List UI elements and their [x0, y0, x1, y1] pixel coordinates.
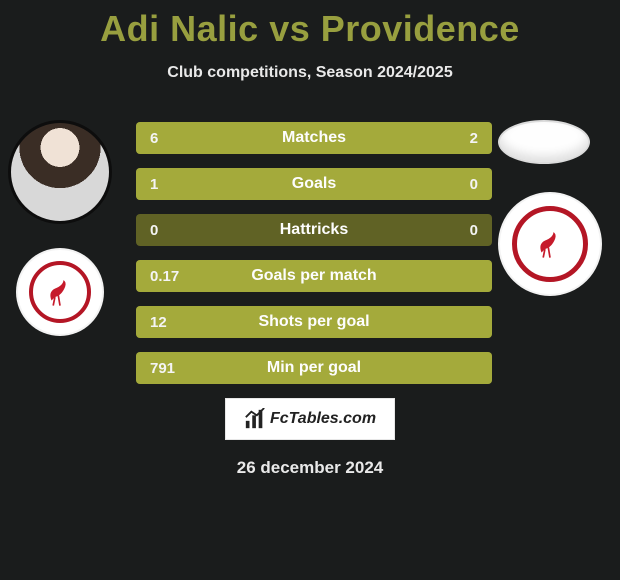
player2-club-badge [500, 194, 600, 294]
flamingo-icon [533, 227, 567, 261]
club-badge-inner [512, 206, 588, 282]
bar-left [136, 352, 492, 384]
comparison-title: Adi Nalic vs Providence [0, 0, 620, 50]
player1-avatar [8, 120, 112, 224]
player1-club-badge [18, 250, 102, 334]
brand-prefix: Fc [270, 410, 289, 427]
stat-row: 62Matches [136, 122, 492, 154]
brand-rest: Tables.com [289, 410, 376, 427]
brand-tag: FcTables.com [225, 398, 395, 440]
value-left: 1 [136, 168, 172, 200]
flamingo-icon [43, 275, 77, 309]
value-left: 0 [136, 214, 172, 246]
date-label: 26 december 2024 [0, 458, 620, 478]
stat-row: 791Min per goal [136, 352, 492, 384]
stat-label: Hattricks [136, 214, 492, 246]
bar-left [136, 122, 403, 154]
comparison-subtitle: Club competitions, Season 2024/2025 [0, 64, 620, 82]
stats-panel: 62Matches10Goals00Hattricks0.17Goals per… [136, 122, 492, 398]
value-left: 791 [136, 352, 189, 384]
stat-row: 0.17Goals per match [136, 260, 492, 292]
value-left: 12 [136, 306, 181, 338]
stat-row: 10Goals [136, 168, 492, 200]
stat-row: 12Shots per goal [136, 306, 492, 338]
value-right: 0 [456, 168, 492, 200]
value-left: 0.17 [136, 260, 193, 292]
left-player-column [8, 120, 128, 334]
stat-row: 0 0Hattricks [136, 214, 492, 246]
bar-left [136, 306, 492, 338]
stats-icon [244, 408, 266, 430]
club-badge-inner [29, 261, 91, 323]
value-right: 0 [456, 214, 492, 246]
value-right: 2 [456, 122, 492, 154]
right-player-column [492, 120, 612, 294]
bar-left [136, 168, 492, 200]
player2-avatar [498, 120, 590, 164]
value-left: 6 [136, 122, 172, 154]
